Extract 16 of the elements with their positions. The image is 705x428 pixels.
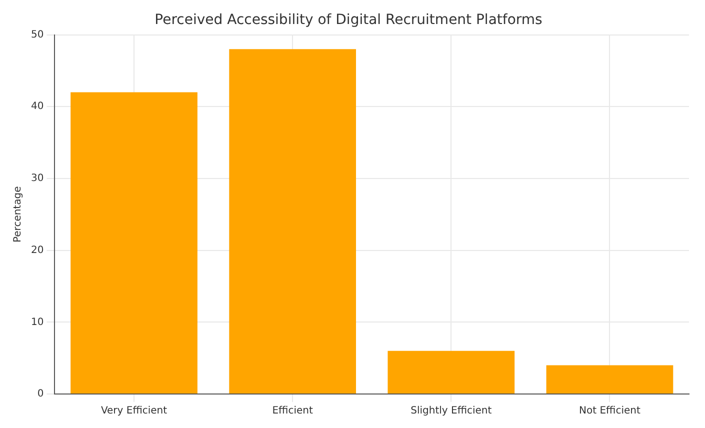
bar bbox=[229, 49, 356, 394]
bar bbox=[546, 365, 674, 394]
x-tick-label: Very Efficient bbox=[100, 406, 168, 417]
y-tick-label: 50 bbox=[30, 29, 44, 40]
x-tick-label: Efficient bbox=[272, 406, 313, 417]
y-tick-label: 10 bbox=[30, 316, 44, 328]
y-axis-title: Percentage bbox=[12, 186, 24, 243]
y-tick-label: 40 bbox=[30, 101, 44, 112]
x-tick-label: Not Efficient bbox=[579, 406, 640, 417]
y-tick-label: 30 bbox=[30, 173, 44, 184]
y-tick-label: 0 bbox=[37, 388, 44, 400]
y-tick-label: 20 bbox=[30, 244, 44, 256]
bar bbox=[70, 92, 198, 394]
bar bbox=[388, 350, 515, 394]
x-tick-label: Slightly Efficient bbox=[410, 406, 492, 417]
chart-title: Perceived Accessibility of Digital Recruitment Platforms bbox=[154, 12, 542, 28]
